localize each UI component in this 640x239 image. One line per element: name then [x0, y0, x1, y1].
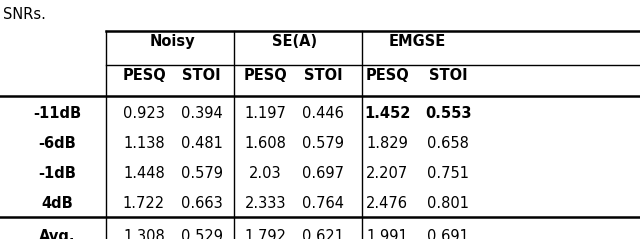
Text: 0.923: 0.923 [123, 106, 165, 121]
Text: 4dB: 4dB [42, 196, 74, 211]
Text: 0.663: 0.663 [180, 196, 223, 211]
Text: 2.03: 2.03 [250, 166, 282, 181]
Text: SNRs.: SNRs. [3, 7, 46, 22]
Text: 1.308: 1.308 [123, 229, 165, 239]
Text: 1.448: 1.448 [123, 166, 165, 181]
Text: STOI: STOI [304, 68, 342, 83]
Text: 0.621: 0.621 [302, 229, 344, 239]
Text: 2.333: 2.333 [245, 196, 286, 211]
Text: 2.476: 2.476 [366, 196, 408, 211]
Text: 1.991: 1.991 [366, 229, 408, 239]
Text: SE(A): SE(A) [272, 34, 317, 49]
Text: 1.608: 1.608 [244, 136, 287, 151]
Text: 0.579: 0.579 [302, 136, 344, 151]
Text: 0.481: 0.481 [180, 136, 223, 151]
Text: 0.801: 0.801 [427, 196, 469, 211]
Text: 1.138: 1.138 [123, 136, 165, 151]
Text: 0.394: 0.394 [180, 106, 223, 121]
Text: 0.446: 0.446 [302, 106, 344, 121]
Text: -11dB: -11dB [33, 106, 82, 121]
Text: 0.691: 0.691 [427, 229, 469, 239]
Text: 1.452: 1.452 [364, 106, 410, 121]
Text: -1dB: -1dB [38, 166, 77, 181]
Text: 1.197: 1.197 [244, 106, 287, 121]
Text: STOI: STOI [182, 68, 221, 83]
Text: 1.829: 1.829 [366, 136, 408, 151]
Text: 0.658: 0.658 [427, 136, 469, 151]
Text: PESQ: PESQ [244, 68, 287, 83]
Text: 1.792: 1.792 [244, 229, 287, 239]
Text: Avg.: Avg. [39, 229, 76, 239]
Text: 0.697: 0.697 [302, 166, 344, 181]
Text: 0.553: 0.553 [425, 106, 471, 121]
Text: -6dB: -6dB [39, 136, 76, 151]
Text: STOI: STOI [429, 68, 467, 83]
Text: Noisy: Noisy [150, 34, 196, 49]
Text: 0.529: 0.529 [180, 229, 223, 239]
Text: 0.751: 0.751 [427, 166, 469, 181]
Text: 0.579: 0.579 [180, 166, 223, 181]
Text: 2.207: 2.207 [366, 166, 408, 181]
Text: PESQ: PESQ [122, 68, 166, 83]
Text: PESQ: PESQ [365, 68, 409, 83]
Text: 1.722: 1.722 [123, 196, 165, 211]
Text: EMGSE: EMGSE [389, 34, 446, 49]
Text: 0.764: 0.764 [302, 196, 344, 211]
